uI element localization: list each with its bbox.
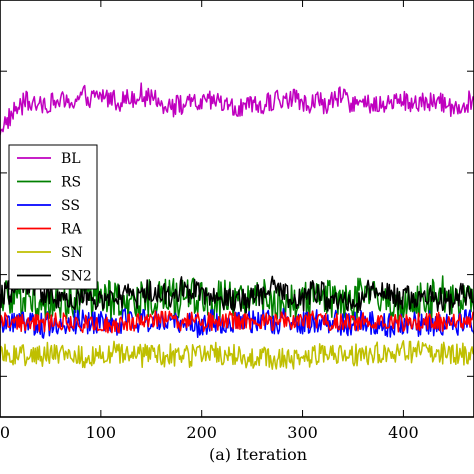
legend-box (8, 144, 98, 290)
legend-label-sn: SN (61, 245, 83, 261)
x-tick-label: 200 (186, 423, 217, 442)
ticks-layer: 0 100 200 300 400 (0, 0, 474, 442)
series-line-bl (0, 82, 474, 136)
x-tick-label: 0 (0, 423, 10, 442)
legend: BL RS SS RA SN SN2 (8, 144, 98, 290)
legend-label-sn2: SN2 (61, 269, 92, 285)
x-tick-label: 100 (86, 423, 117, 442)
legend-label-bl: BL (61, 151, 81, 167)
legend-label-ra: RA (61, 222, 83, 238)
series-layer (0, 82, 474, 370)
x-axis-label: (a) Iteration (209, 445, 307, 464)
x-tick-label: 300 (287, 423, 318, 442)
series-line-sn2 (0, 275, 474, 316)
legend-label-ss: SS (61, 198, 80, 214)
x-tick-label: 400 (388, 423, 419, 442)
series-line-ra (0, 310, 474, 334)
series-line-sn (0, 340, 474, 370)
legend-label-rs: RS (61, 175, 81, 191)
plot-frame (0, 0, 474, 418)
series-line-ss (0, 307, 474, 339)
